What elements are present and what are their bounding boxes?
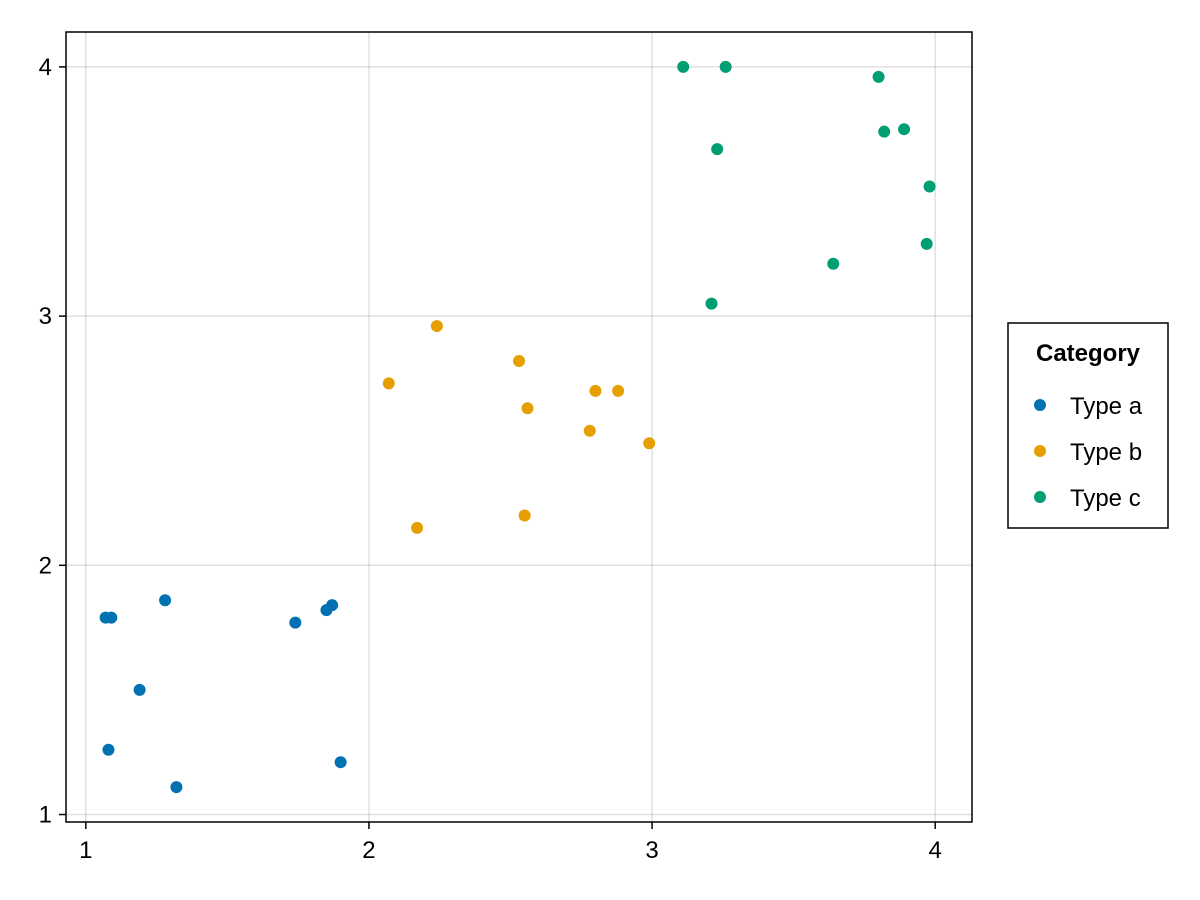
plot-frame (65, 31, 973, 823)
legend-label: Type b (1070, 439, 1142, 466)
legend-title: Category (1036, 340, 1141, 367)
legend-marker (1034, 445, 1046, 457)
data-point (872, 70, 885, 83)
data-point (411, 521, 424, 534)
legend-box (1007, 322, 1169, 529)
data-point (382, 377, 395, 390)
data-point (133, 683, 146, 696)
series-type-a (99, 594, 347, 794)
x-tick-label: 2 (362, 837, 375, 864)
y-tick-label: 4 (39, 54, 52, 81)
y-tick-label: 3 (39, 303, 52, 330)
data-point (159, 594, 172, 607)
data-point (923, 180, 936, 193)
data-point (920, 237, 933, 250)
legend-label: Type a (1070, 393, 1143, 420)
data-point (170, 781, 183, 794)
data-point (705, 297, 718, 310)
x-tick-label: 3 (645, 837, 658, 864)
axis-ticks: 1 2 3 4 1 2 3 4 (39, 54, 942, 864)
data-point (289, 616, 302, 629)
data-point (612, 384, 625, 397)
data-point (711, 143, 724, 156)
data-point (677, 60, 690, 73)
data-point (589, 384, 602, 397)
data-point (827, 257, 840, 270)
data-point (719, 60, 732, 73)
grid (66, 32, 972, 822)
legend-label: Type c (1070, 485, 1141, 512)
series-type-c (677, 60, 936, 310)
data-point (643, 437, 656, 450)
data-point (334, 756, 347, 769)
data-point (430, 320, 443, 333)
data-point (518, 509, 531, 522)
series-type-b (382, 320, 656, 534)
data-point (105, 611, 118, 624)
x-tick-label: 1 (79, 837, 92, 864)
data-point (326, 599, 339, 612)
data-point (513, 354, 525, 367)
data-point (583, 424, 596, 437)
y-tick-label: 1 (39, 802, 52, 829)
data-point (878, 125, 891, 138)
legend: Category Type a Type b Type c (1007, 322, 1169, 529)
x-tick-label: 4 (929, 837, 942, 864)
data-point (102, 743, 115, 756)
data-point (898, 123, 911, 136)
y-tick-label: 2 (39, 552, 52, 579)
legend-marker (1034, 491, 1046, 503)
data-points (99, 60, 936, 794)
data-point (521, 402, 534, 415)
legend-marker (1034, 399, 1046, 411)
